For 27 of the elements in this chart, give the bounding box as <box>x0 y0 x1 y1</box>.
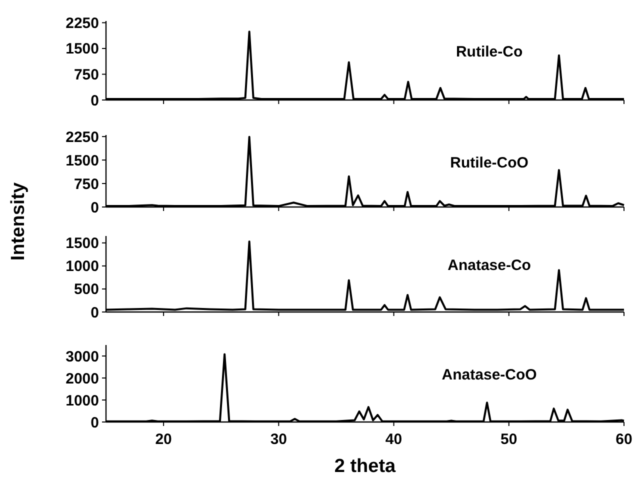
x-tick-label: 30 <box>270 431 288 448</box>
y-tick-label: 0 <box>90 304 99 322</box>
y-tick-label: 0 <box>90 414 99 432</box>
y-tick-label: 2000 <box>66 370 99 388</box>
y-tick-label: 0 <box>90 199 99 216</box>
y-tick-label: 1500 <box>66 40 99 58</box>
y-tick-label: 2250 <box>66 128 99 146</box>
x-tick-label: 40 <box>385 431 402 448</box>
x-tick-label: 60 <box>616 431 632 448</box>
y-tick-label: 1000 <box>66 258 99 276</box>
y-tick-label: 1500 <box>66 235 99 252</box>
x-tick-label: 50 <box>500 431 518 448</box>
y-tick-label: 2250 <box>66 14 99 32</box>
y-tick-label: 1500 <box>66 152 99 170</box>
y-tick-label: 1000 <box>66 392 99 410</box>
y-tick-label: 750 <box>74 176 99 193</box>
series-label: Anatase-CoO <box>442 366 538 384</box>
y-tick-label: 500 <box>74 281 99 298</box>
series-label: Anatase-Co <box>448 257 531 274</box>
x-tick-label: 20 <box>155 431 172 448</box>
y-axis-title: Intensity <box>8 182 29 261</box>
y-tick-label: 0 <box>90 92 99 110</box>
x-axis-title: 2 theta <box>334 456 396 477</box>
text: Rutile-CoO <box>450 154 529 172</box>
text: Rutile-Co <box>456 44 523 61</box>
y-tick-label: 3000 <box>66 348 99 366</box>
y-tick-label: 750 <box>74 66 99 84</box>
